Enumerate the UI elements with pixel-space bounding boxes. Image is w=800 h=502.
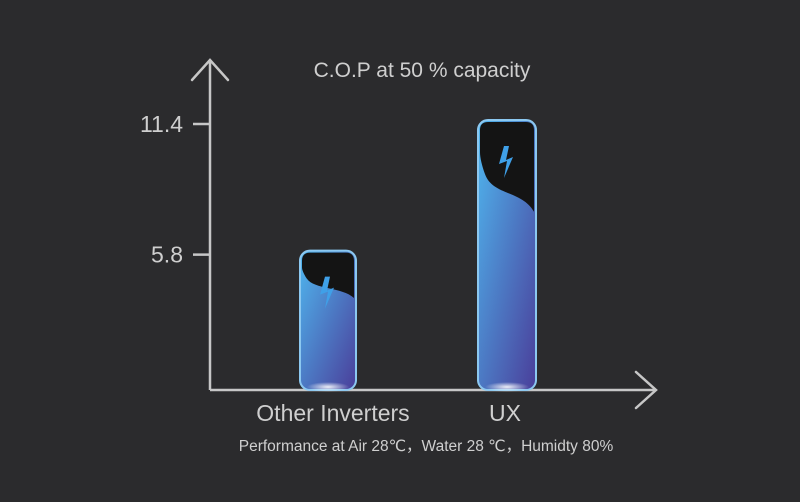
x-tick-labels: Other Inverters UX [256,400,521,426]
x-axis-arrow [634,370,658,410]
bar [477,119,537,392]
bar-cap [302,252,354,299]
chart-title: C.O.P at 50 % capacity [314,59,531,82]
y-tick-label: 11.4 [140,111,183,137]
y-axis-arrow [190,58,230,82]
chart-subtitle: Performance at Air 28℃，Water 28 ℃，Humidt… [239,438,614,455]
x-tick-label: UX [489,400,521,426]
bar-base-glow [306,382,350,392]
lightning-bolt-icon [499,146,513,178]
axes [190,58,658,410]
bar [299,249,357,392]
bars [299,119,537,392]
y-tick-label: 5.8 [151,242,183,268]
lightning-bolt-icon [320,276,334,309]
x-tick-label: Other Inverters [256,400,409,426]
bar-base-glow [484,382,530,392]
y-ticks: 5.8 11.4 [140,111,210,268]
